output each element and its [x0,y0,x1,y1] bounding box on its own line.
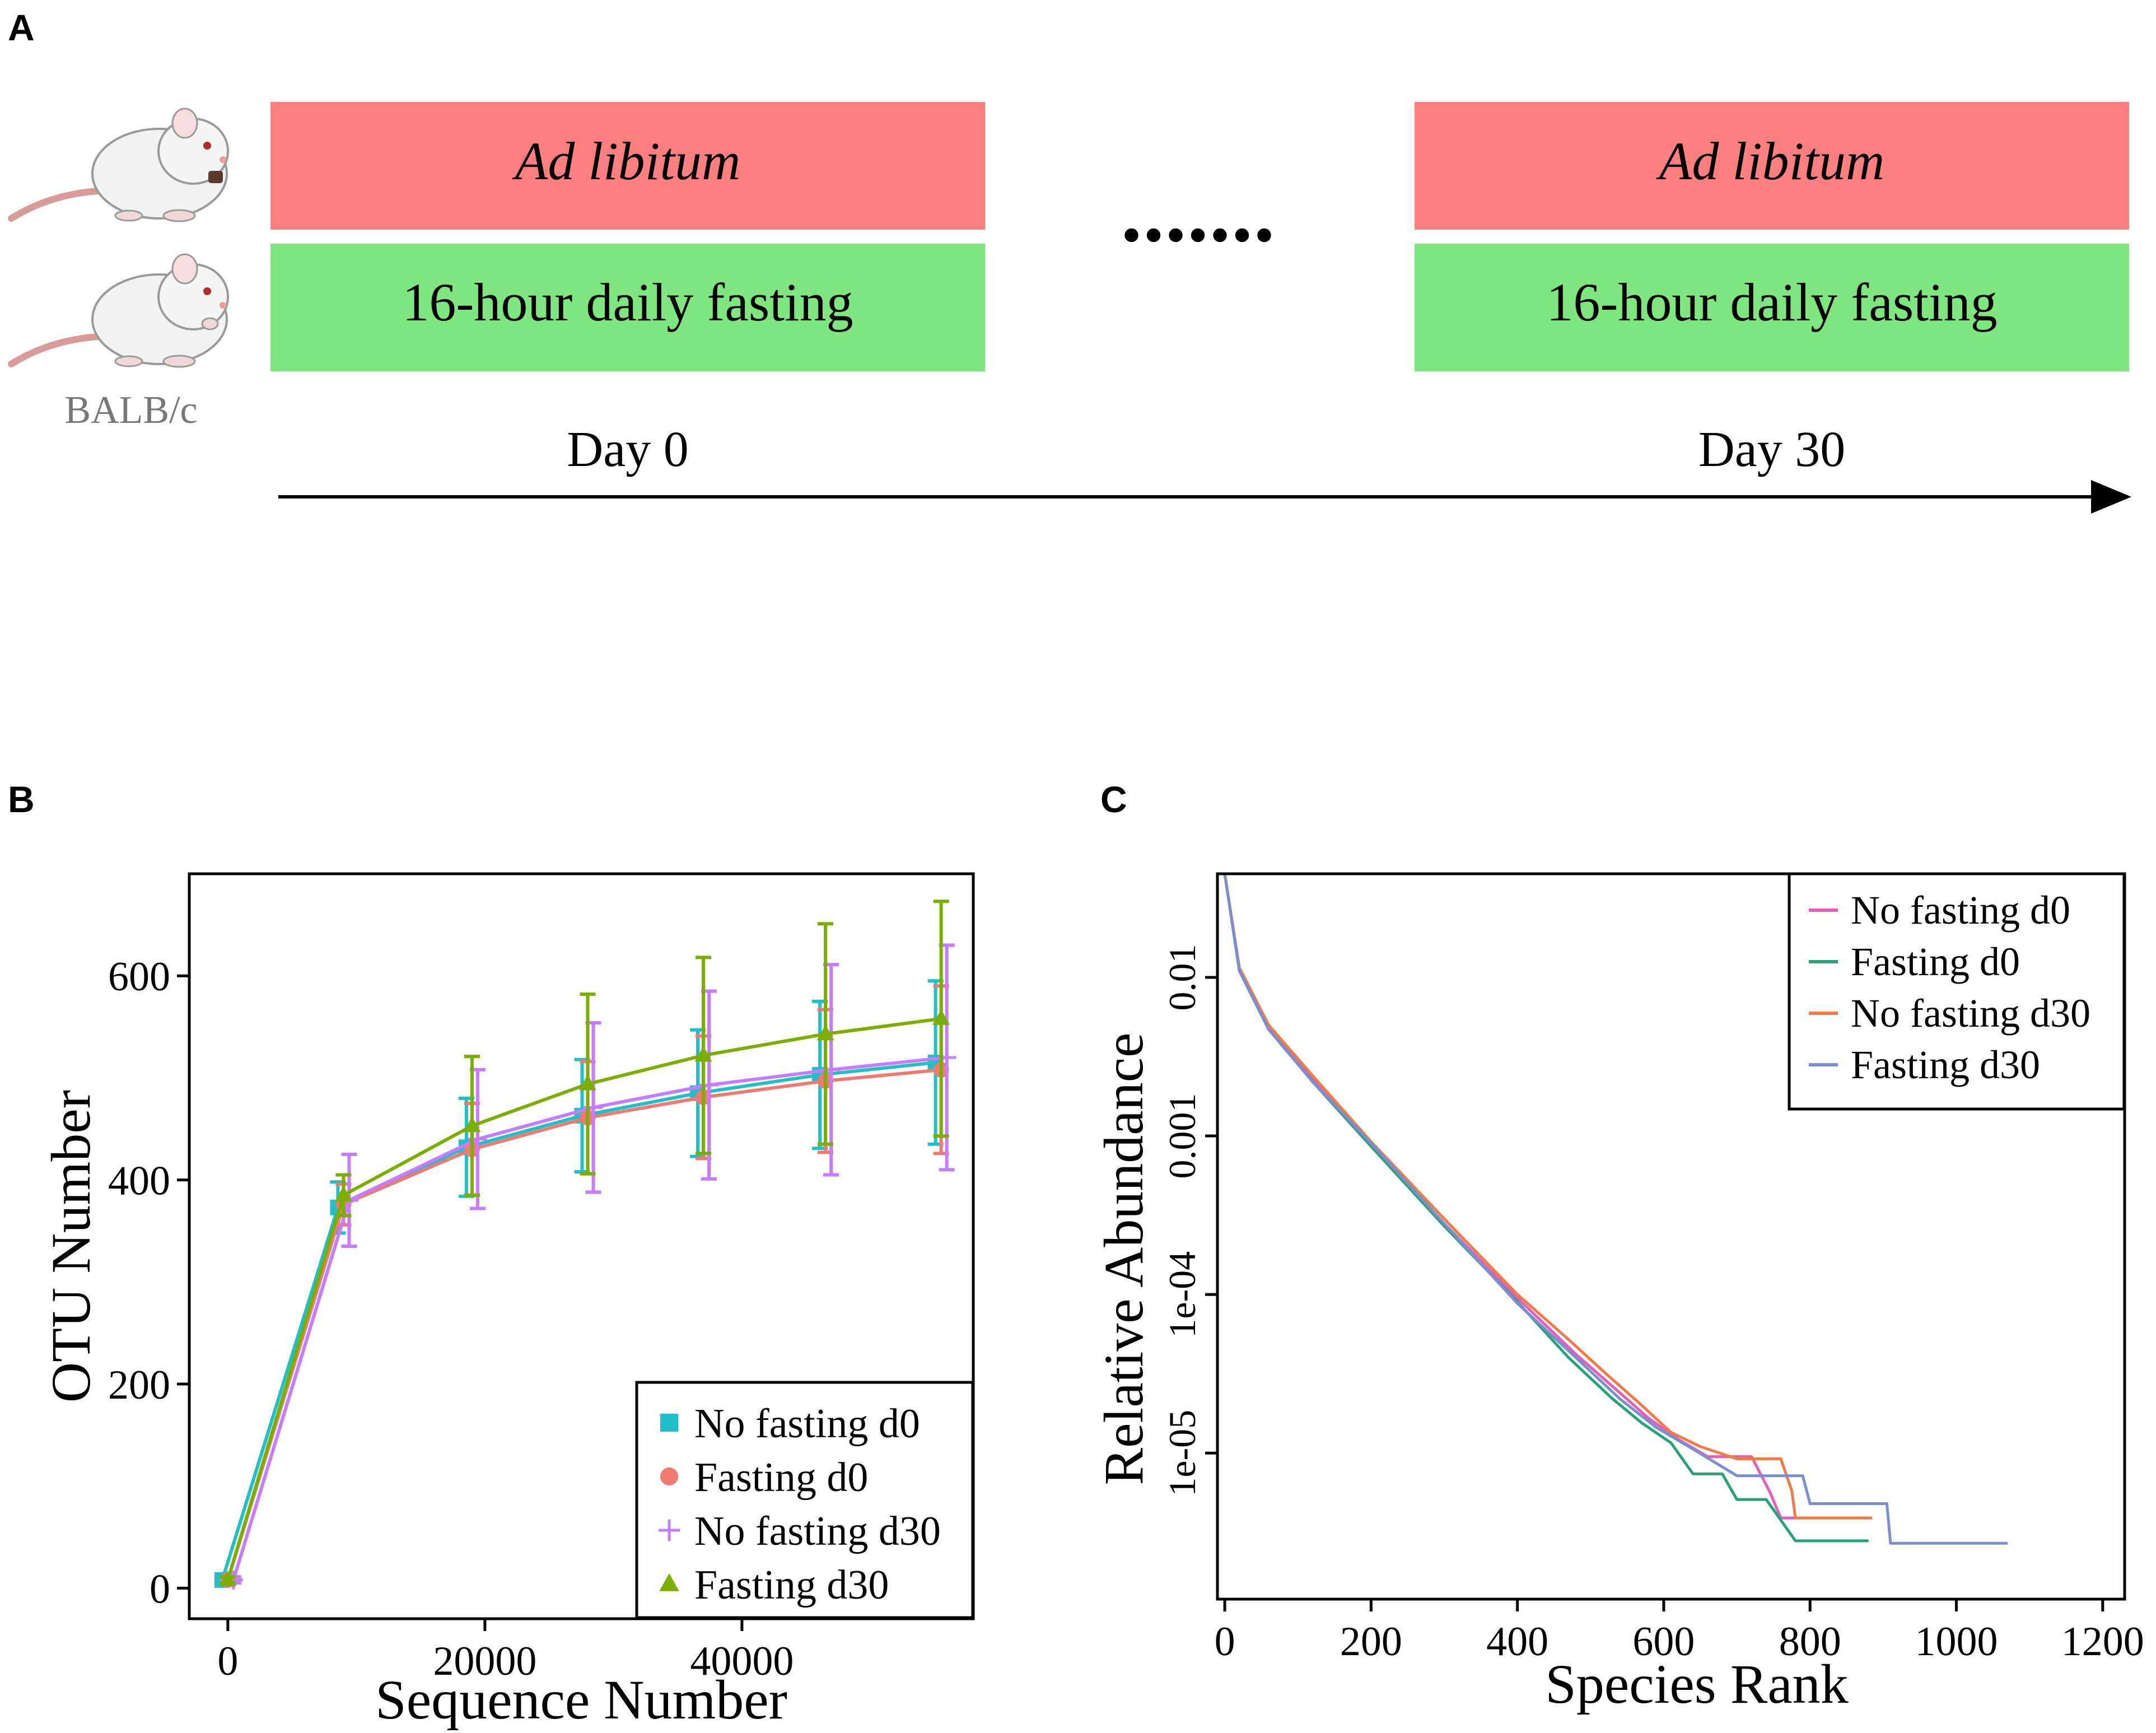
panel-a: A BALB/c Ad l [8,7,2131,514]
legend-label: No fasting d0 [1851,888,2070,933]
y-tick-label: 0.01 [1161,944,1203,1010]
legend: No fasting d0 Fasting d0 No fasting d30 Fas… [635,1381,974,1619]
data-point [579,1074,596,1091]
x-tick-label: 800 [1779,1619,1841,1665]
legend-marker [659,1573,679,1591]
y-tick-label: 1e-05 [1161,1410,1203,1497]
legend-box [1788,872,2126,1111]
series-no-fasting-d30 [224,943,956,1590]
data-point [694,1046,712,1062]
panel-a-letter: A [8,7,35,48]
rarefaction-plot-area [214,900,956,1590]
x-axis-label: Species Rank [1545,1653,1849,1715]
day-30-label: Day 30 [1698,422,1845,477]
data-point [932,1009,950,1025]
panel-b-letter: B [8,779,35,820]
y-tick-label: 200 [108,1362,170,1408]
rank-abundance-axes: 0 200 400 600 800 1000 1200 0.01 0.001 1e-04 1e-05 [1161,944,2144,1665]
fasting-label: 16-hour daily fasting [402,272,853,332]
x-tick-label: 0 [1215,1619,1235,1665]
x-tick-label: 20000 [433,1638,536,1684]
rank-abundance-plot-area [1223,873,2008,1545]
ad-libitum-bar [1415,102,2129,230]
ellipsis: ....... [1121,166,1276,259]
legend-box [635,1381,974,1619]
y-tick-label: 400 [108,1158,170,1204]
x-tick-label: 600 [1632,1619,1695,1665]
legend-label: Fasting d30 [1851,1042,2040,1087]
mouse-icon [8,108,229,222]
legend-label: Fasting d0 [1851,939,2020,984]
ad-libitum-bar [270,102,985,230]
ad-libitum-label: Ad libitum [1656,131,1885,191]
legend-label: No fasting d0 [694,1401,920,1447]
series-line-no-fasting-d30 [1223,873,1873,1520]
legend-label: No fasting d30 [694,1508,941,1554]
series-line-no-fasting-d0 [1223,873,1869,1520]
data-point [335,1186,352,1202]
strain-label: BALB/c [64,389,197,432]
x-tick-label: 200 [1340,1619,1402,1665]
x-tick-label: 400 [1486,1619,1548,1665]
mouse-icon [8,253,229,368]
x-tick-label: 1200 [2061,1619,2144,1665]
panel-c-letter: C [1100,779,1127,820]
data-point [463,1116,481,1133]
legend-label: Fasting d30 [694,1562,889,1608]
series-line-fasting-d30 [1223,873,2008,1545]
x-tick-label: 0 [217,1638,238,1684]
legend-marker [658,1519,680,1541]
legend-label: No fasting d30 [1851,991,2090,1036]
legend-marker [660,1414,678,1432]
y-tick-label: 600 [108,954,170,1000]
rarefaction-plot-frame [188,872,975,1620]
rarefaction-axes: 0 20000 40000 0 200 400 600 [108,954,794,1684]
series-fasting-d30 [219,900,950,1586]
fasting-label: 16-hour daily fasting [1546,272,1997,332]
data-point [816,1024,834,1041]
series-line-fasting-d0 [1223,873,1869,1543]
day-0-label: Day 0 [567,422,688,477]
rank-abundance-plot-frame [1216,872,2126,1601]
legend: No fasting d0 Fasting d0 No fasting d30 Fas… [1788,872,2126,1111]
data-point [219,1570,237,1586]
y-tick-label: 1e-04 [1161,1251,1203,1338]
panel-c: C 0 200 400 600 800 1000 1200 0.01 0.001 1e-04 1e-… [1093,779,2144,1715]
ad-libitum-label: Ad libitum [512,131,741,191]
y-axis-label: Relative Abundance [1093,1032,1155,1485]
y-axis-label: OTU Number [40,1090,102,1403]
x-axis-label: Sequence Number [375,1669,787,1731]
y-tick-label: 0 [150,1566,170,1612]
legend-label: Fasting d0 [694,1455,868,1501]
y-tick-label: 0.001 [1161,1093,1203,1179]
x-tick-label: 1000 [1915,1619,1998,1665]
fasting-bar [270,244,985,371]
x-tick-label: 40000 [690,1638,794,1684]
legend-marker [660,1468,678,1485]
fasting-bar [1415,244,2129,371]
